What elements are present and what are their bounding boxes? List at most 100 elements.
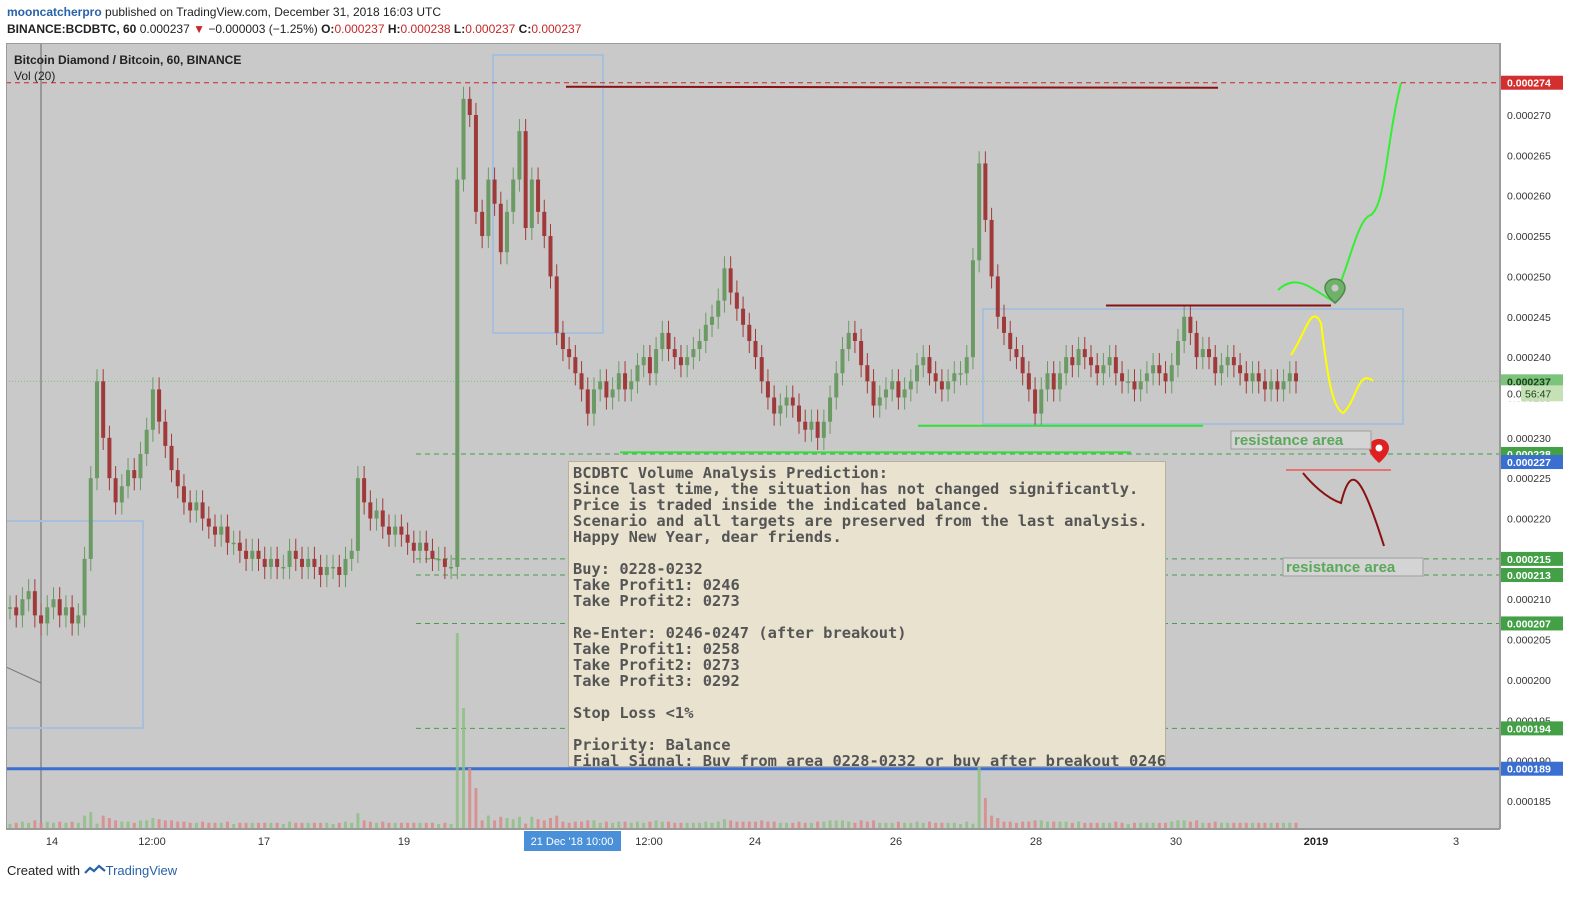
candle-body bbox=[635, 365, 640, 382]
volume-bar bbox=[232, 824, 236, 828]
candle-body bbox=[970, 260, 975, 358]
candle-body bbox=[461, 98, 466, 180]
volume-bar bbox=[70, 821, 74, 828]
candle-body bbox=[8, 607, 12, 609]
ticker-label: BINANCE:BCDBTC, 60 bbox=[7, 22, 137, 36]
note-line: Take Profit2: 0273 bbox=[573, 656, 740, 674]
volume-bar bbox=[1083, 822, 1087, 828]
resistance-area-label-1: resistance area bbox=[1234, 432, 1344, 449]
tradingview-brand[interactable]: TradingView bbox=[105, 863, 178, 878]
candle-body bbox=[567, 349, 572, 358]
volume-bar bbox=[45, 821, 49, 828]
volume-bar bbox=[294, 822, 298, 828]
candle-body bbox=[697, 340, 702, 350]
candle-body bbox=[268, 558, 273, 567]
candle-body bbox=[219, 526, 224, 535]
volume-bar bbox=[890, 822, 894, 828]
volume-bar bbox=[797, 821, 801, 828]
candle-body bbox=[859, 340, 864, 366]
volume-bar bbox=[1021, 821, 1025, 828]
volume-bar bbox=[679, 822, 683, 828]
open-value: 0.000237 bbox=[334, 22, 385, 36]
candle-body bbox=[157, 389, 162, 422]
candle-body bbox=[26, 591, 31, 600]
volume-bar bbox=[151, 818, 155, 828]
created-with-text: Created with bbox=[7, 863, 80, 878]
volume-bar bbox=[865, 821, 869, 828]
low-value: 0.000237 bbox=[465, 22, 516, 36]
volume-bar bbox=[1251, 822, 1255, 828]
candle-body bbox=[1051, 373, 1056, 390]
candle-body bbox=[1076, 349, 1081, 366]
candle-body bbox=[107, 437, 112, 479]
candle-body bbox=[691, 349, 696, 358]
volume-bar bbox=[288, 821, 292, 828]
volume-bar bbox=[312, 822, 316, 828]
volume-bar bbox=[754, 821, 758, 828]
price-axis[interactable]: 0.000185 0.000190 0.000195 0.000200 0.000205… bbox=[1500, 43, 1563, 829]
volume-bar bbox=[586, 820, 590, 828]
volume-bar bbox=[747, 821, 751, 828]
volume-bar bbox=[828, 820, 832, 828]
candle-body bbox=[374, 510, 379, 519]
candle-body bbox=[828, 397, 833, 422]
candle-body bbox=[685, 357, 690, 366]
volume-bar bbox=[1244, 822, 1248, 828]
volume-bar bbox=[368, 821, 372, 828]
volume-bar bbox=[163, 820, 167, 828]
time-axis[interactable]: 14 12:00 17 19 12:00 24 26 28 30 2019 3 21 Dec '18 … bbox=[6, 829, 1500, 854]
candle-body bbox=[523, 131, 528, 228]
volume-bar bbox=[996, 818, 1000, 828]
note-line: Take Profit2: 0273 bbox=[573, 592, 740, 610]
candle-body bbox=[1008, 332, 1013, 350]
y-tick-label: 0.000265 bbox=[1507, 150, 1551, 162]
candle-body bbox=[1269, 381, 1274, 390]
author-link[interactable]: mooncatcherpro bbox=[7, 5, 102, 19]
volume-bar bbox=[959, 824, 963, 828]
volume-bar bbox=[1151, 822, 1155, 828]
candle-body bbox=[1120, 373, 1125, 382]
candle-body bbox=[747, 324, 752, 341]
volume-bar bbox=[306, 822, 310, 828]
price-tag-bg bbox=[1501, 568, 1563, 583]
candle-body bbox=[1188, 316, 1193, 333]
candle-body bbox=[1157, 365, 1162, 374]
candle-body bbox=[1275, 381, 1280, 390]
candle-body bbox=[281, 566, 286, 569]
candle-body bbox=[846, 332, 851, 350]
candle-body bbox=[51, 599, 56, 608]
candle-body bbox=[486, 179, 491, 237]
y-tick-label: 0.000260 bbox=[1507, 191, 1551, 203]
candle-body bbox=[14, 607, 19, 616]
volume-bar bbox=[785, 822, 789, 828]
candle-body bbox=[275, 558, 280, 567]
volume-bar bbox=[406, 822, 410, 828]
volume-bar bbox=[114, 820, 118, 828]
balance-box-2 bbox=[492, 54, 604, 334]
volume-bar bbox=[561, 821, 565, 828]
close-value: 0.000237 bbox=[531, 22, 582, 36]
price-chart-svg: resistance area resistance area bbox=[7, 44, 1499, 828]
candle-body bbox=[871, 381, 876, 406]
candle-body bbox=[1020, 357, 1025, 374]
volume-bar bbox=[741, 821, 745, 828]
x-tick-label: 2019 bbox=[1304, 836, 1328, 848]
open-label: O: bbox=[321, 22, 335, 36]
candle-body bbox=[958, 373, 963, 375]
candle-body bbox=[225, 526, 230, 543]
volume-bar bbox=[263, 822, 267, 828]
candle-body bbox=[809, 421, 814, 430]
note-line: Take Profit1: 0246 bbox=[573, 576, 740, 594]
y-tick-label: 0.000245 bbox=[1507, 312, 1551, 324]
publish-info: mooncatcherpro published on TradingView.… bbox=[7, 5, 441, 19]
candle-body bbox=[213, 526, 218, 535]
candle-body bbox=[591, 389, 596, 414]
candle-body bbox=[1163, 373, 1168, 382]
volume-bar bbox=[1164, 822, 1168, 828]
candle-body bbox=[150, 389, 155, 430]
volume-indicator-label[interactable]: Vol (20) bbox=[14, 69, 56, 83]
volume-bar bbox=[399, 822, 403, 828]
candle-body bbox=[393, 526, 398, 535]
volume-bar bbox=[598, 822, 602, 828]
candle-body bbox=[647, 357, 652, 374]
